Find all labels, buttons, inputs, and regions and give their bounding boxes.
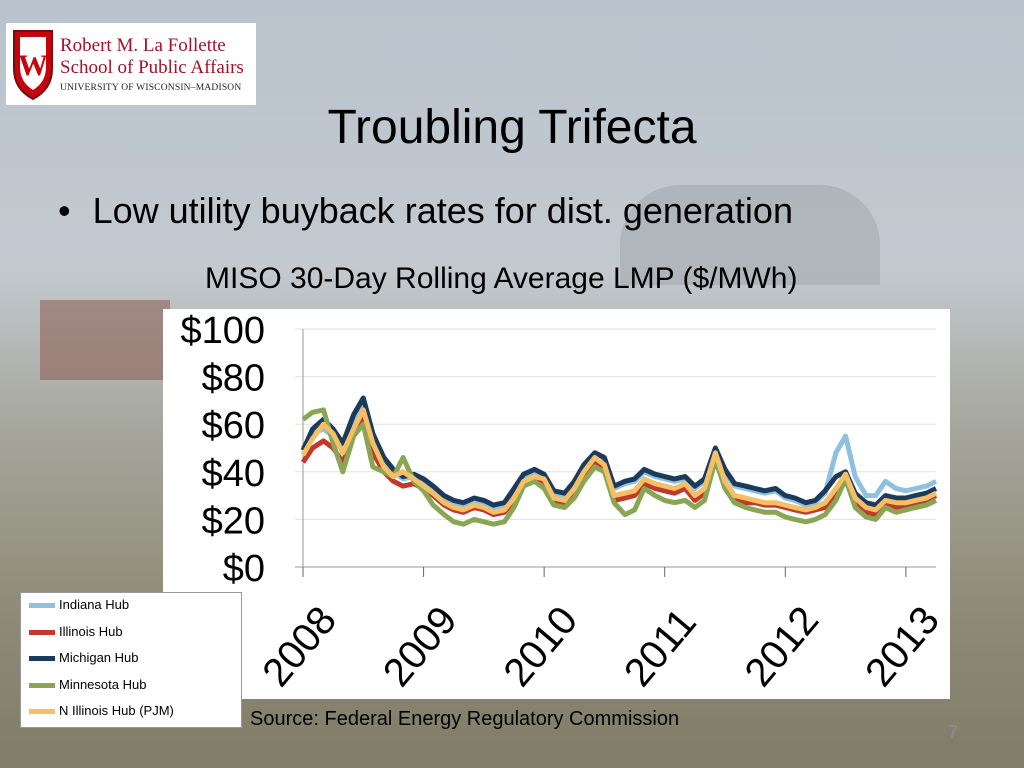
bullet-glyph: • xyxy=(58,190,71,231)
slide-title: Troubling Trifecta xyxy=(327,101,697,154)
legend-label: Minnesota Hub xyxy=(59,676,147,692)
bullet-point: • Low utility buyback rates for dist. gen… xyxy=(58,190,793,232)
series-line-1 xyxy=(300,414,938,518)
legend-label: Illinois Hub xyxy=(59,623,123,639)
y-tick-label: $100 xyxy=(180,310,265,352)
y-tick-label: $20 xyxy=(202,500,265,542)
y-tick-label: $40 xyxy=(202,453,265,495)
legend-swatch xyxy=(29,656,55,661)
background-barn-shape xyxy=(40,300,170,380)
background-building-shape xyxy=(620,185,880,285)
chart-title: MISO 30-Day Rolling Average LMP ($/MWh) xyxy=(205,262,798,295)
y-tick-label: $0 xyxy=(223,548,265,590)
x-tick-label: 2011 xyxy=(616,601,705,695)
legend-swatch xyxy=(29,682,55,688)
school-logo: W Robert M. La Follette School of Public… xyxy=(6,23,256,105)
x-tick-label: 2010 xyxy=(495,598,586,694)
x-tick-label: 2008 xyxy=(254,598,345,694)
line-chart: $0 $20 $40 $60 $80 $100 2008 2009 2010 2011 2012 20… xyxy=(180,310,948,695)
legend-swatch xyxy=(29,709,55,714)
logo-line-1: Robert M. La Follette xyxy=(60,35,226,56)
x-tick-label: 2013 xyxy=(857,598,948,694)
bullet-text: Low utility buyback rates for dist. gene… xyxy=(92,190,793,231)
legend-label: Indiana Hub xyxy=(59,597,130,612)
legend-swatch xyxy=(29,603,55,608)
legend-swatch xyxy=(29,629,55,635)
logo-line-3: UNIVERSITY OF WISCONSIN–MADISON xyxy=(60,83,242,93)
source-note: Source: Federal Energy Regulatory Commis… xyxy=(250,708,680,730)
page-number: 7 xyxy=(948,722,959,742)
x-tick-label: 2012 xyxy=(736,598,827,694)
series-line-3 xyxy=(301,407,938,527)
logo-line-2: School of Public Affairs xyxy=(60,57,244,78)
chart-legend: Indiana Hub Illinois Hub Michigan Hub Minne… xyxy=(20,592,242,728)
y-tick-label: $60 xyxy=(202,405,265,447)
crest-letter: W xyxy=(18,49,48,82)
legend-label: Michigan Hub xyxy=(59,650,139,665)
x-tick-label: 2009 xyxy=(375,598,466,694)
legend-label: N Illinois Hub (PJM) xyxy=(59,703,174,718)
chart-panel: $0 $20 $40 $60 $80 $100 2008 2009 2010 2011 2012 20… xyxy=(163,309,950,699)
series-line-4 xyxy=(300,407,938,515)
y-tick-label: $80 xyxy=(202,358,265,400)
crest-icon: W xyxy=(13,30,53,101)
